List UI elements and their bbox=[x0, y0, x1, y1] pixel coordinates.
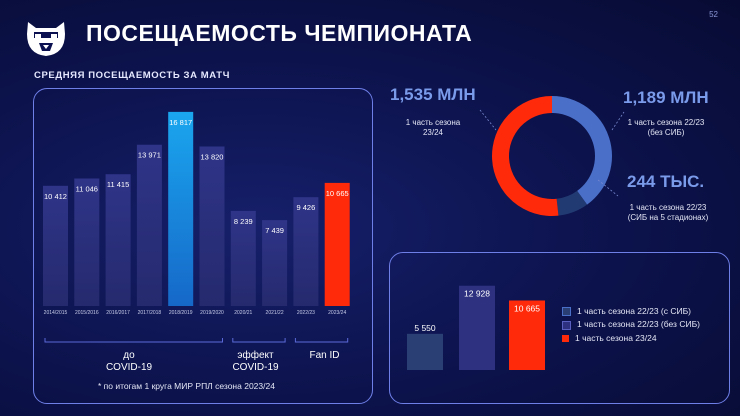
bar-2022/23 bbox=[293, 197, 319, 306]
comparison-panel bbox=[389, 252, 730, 404]
bear-head-logo bbox=[25, 18, 67, 58]
donut-caption-red: 1 часть сезона 23/24 bbox=[405, 118, 461, 137]
bar-value-label: 13 971 bbox=[138, 151, 161, 160]
donut-value-blue: 1,189 МЛН bbox=[623, 88, 709, 107]
bar-category-label: 2020/21 bbox=[234, 310, 252, 316]
group-bracket bbox=[294, 338, 349, 343]
donut-slice bbox=[492, 96, 559, 216]
chart-subtitle: СРЕДНЯЯ ПОСЕЩАЕМОСТЬ ЗА МАТЧ bbox=[34, 70, 230, 81]
legend-swatch bbox=[562, 307, 571, 317]
bar-2020/21 bbox=[230, 210, 256, 306]
group-label-fan-id: Fan ID bbox=[309, 350, 340, 361]
bar-category-label: 2017/2018 bbox=[138, 310, 162, 316]
bar-2021/22 bbox=[262, 220, 288, 306]
bar-2017/2018 bbox=[136, 144, 162, 306]
bar-2023/24 bbox=[324, 182, 350, 306]
bar-value-label: 10 665 bbox=[326, 189, 349, 198]
bar-2016/2017 bbox=[105, 174, 131, 306]
legend-swatch bbox=[562, 320, 571, 330]
bar-2018/2019 bbox=[168, 111, 194, 306]
bar-category-label: 2015/2016 bbox=[75, 310, 99, 316]
donut-value-red: 1,535 МЛН bbox=[390, 85, 476, 104]
bar-value-label: 9 426 bbox=[297, 203, 316, 212]
group-label-covid-effect: эффект COVID-19 bbox=[232, 350, 279, 373]
comparison-bar-chart: 5 550 12 928 10 665 bbox=[407, 285, 545, 370]
bar-value-label: 16 817 bbox=[169, 118, 192, 127]
comparison-bar bbox=[509, 300, 545, 370]
attendance-donut-chart bbox=[492, 96, 612, 216]
donut-caption-dark: 1 часть сезона 22/23 (СИБ на 5 стадионах) bbox=[627, 203, 709, 222]
bar-category-label: 2022/23 bbox=[297, 310, 315, 316]
comparison-bar-label: 12 928 bbox=[464, 289, 490, 299]
bar-2015/2016 bbox=[74, 178, 100, 306]
comparison-bar-label: 5 550 bbox=[414, 323, 436, 333]
donut-slice bbox=[552, 96, 612, 205]
legend-item-with-fan-id: 1 часть сезона 22/23 (с СИБ) bbox=[562, 306, 700, 317]
bar-category-label: 2023/24 bbox=[328, 310, 346, 316]
bar-category-label: 2021/22 bbox=[266, 310, 284, 316]
group-bracket bbox=[232, 338, 286, 343]
page-title: ПОСЕЩАЕМОСТЬ ЧЕМПИОНАТА bbox=[86, 20, 473, 46]
bar-value-label: 11 046 bbox=[76, 184, 98, 193]
bar-value-label: 10 412 bbox=[44, 192, 67, 201]
bar-2019/2020 bbox=[199, 146, 225, 306]
bar-category-label: 2019/2020 bbox=[200, 310, 224, 316]
legend-swatch bbox=[562, 334, 569, 342]
legend-item-without-fan-id: 1 часть сезона 22/23 (без СИБ) bbox=[562, 319, 700, 330]
bar-2014/2015 bbox=[43, 185, 68, 306]
bar-value-label: 8 239 bbox=[234, 217, 253, 226]
donut-slice bbox=[556, 190, 588, 216]
legend-item-current-season: 1 часть сезона 23/24 bbox=[562, 333, 700, 343]
comparison-bar bbox=[459, 285, 495, 370]
bar-category-label: 2014/2015 bbox=[44, 310, 68, 316]
comparison-bar-label: 10 665 bbox=[514, 303, 540, 313]
group-label-pre-covid: до COVID-19 bbox=[105, 350, 153, 373]
page-number: 52 bbox=[709, 10, 718, 19]
attendance-chart-panel bbox=[33, 88, 373, 404]
comparison-bar bbox=[407, 333, 443, 370]
donut-value-dark: 244 ТЫС. bbox=[627, 172, 705, 191]
bar-category-label: 2016/2017 bbox=[106, 310, 130, 316]
group-bracket bbox=[44, 338, 223, 343]
bar-value-label: 11 415 bbox=[107, 180, 129, 189]
bar-value-label: 13 820 bbox=[201, 152, 224, 161]
bar-value-label: 7 439 bbox=[265, 226, 284, 235]
comparison-legend: 1 часть сезона 22/23 (с СИБ) 1 часть сез… bbox=[562, 306, 700, 343]
donut-caption-blue: 1 часть сезона 22/23 (без СИБ) bbox=[627, 118, 705, 137]
bar-category-label: 2018/2019 bbox=[169, 310, 193, 316]
attendance-bar-chart: 10 412 2014/2015 11 046 2015/2016 11 415 2016… bbox=[43, 111, 350, 343]
footnote: * по итогам 1 круга МИР РПЛ сезона 2023/… bbox=[98, 381, 275, 391]
